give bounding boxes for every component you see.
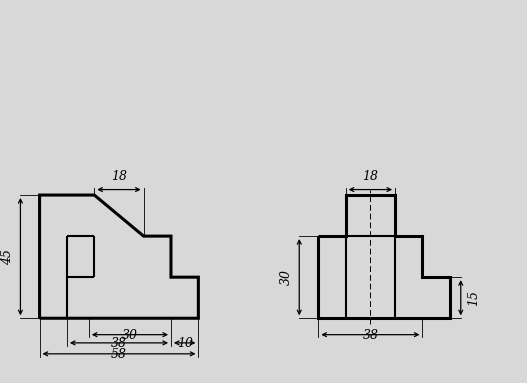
Text: 18: 18 [363, 170, 378, 183]
Text: 45: 45 [2, 249, 14, 265]
Text: 30: 30 [122, 329, 138, 342]
Text: 10: 10 [177, 337, 193, 350]
Text: 38: 38 [111, 337, 127, 350]
Text: 30: 30 [280, 269, 293, 285]
Text: 15: 15 [467, 290, 480, 306]
Text: 38: 38 [363, 329, 378, 342]
Text: 58: 58 [111, 348, 127, 361]
Text: 18: 18 [111, 170, 127, 183]
